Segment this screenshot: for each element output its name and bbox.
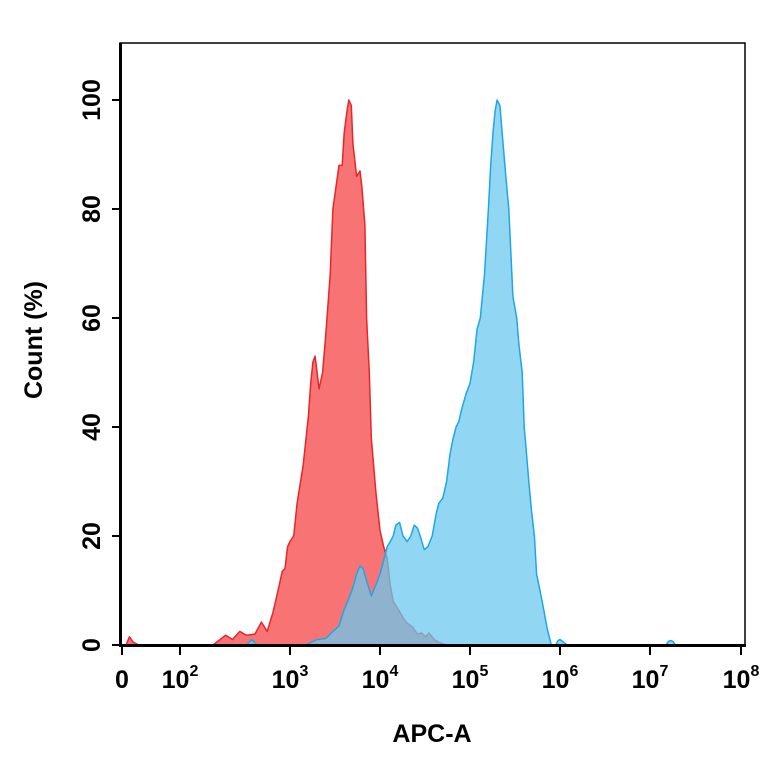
y-tick-label: 40 [78, 413, 106, 441]
y-tick-label: 20 [78, 522, 106, 550]
x-tick-label: 105 [452, 663, 489, 694]
y-tick-label: 80 [78, 195, 106, 223]
x-tick-label: 102 [162, 663, 199, 694]
x-tick-label: 0 [115, 666, 129, 694]
y-axis-line [119, 43, 122, 647]
histogram-series-2 [245, 99, 677, 646]
x-tick-label: 106 [542, 663, 579, 694]
x-tick-label: 108 [723, 663, 760, 694]
y-axis-title: Count (%) [20, 281, 48, 399]
y-tick-label: 100 [78, 79, 106, 121]
x-axis-title: APC-A [392, 720, 471, 748]
series-layer [125, 99, 677, 646]
x-tick-label: 104 [362, 663, 399, 694]
x-axis-line [119, 644, 746, 647]
y-tick-label: 60 [78, 304, 106, 332]
y-tick-label: 0 [78, 638, 106, 652]
x-tick-label: 107 [632, 663, 669, 694]
ticks-layer: 0 20 40 60 80 100 0 102 103 104 105 106 107 108 [78, 79, 759, 694]
x-tick-label: 103 [272, 663, 309, 694]
